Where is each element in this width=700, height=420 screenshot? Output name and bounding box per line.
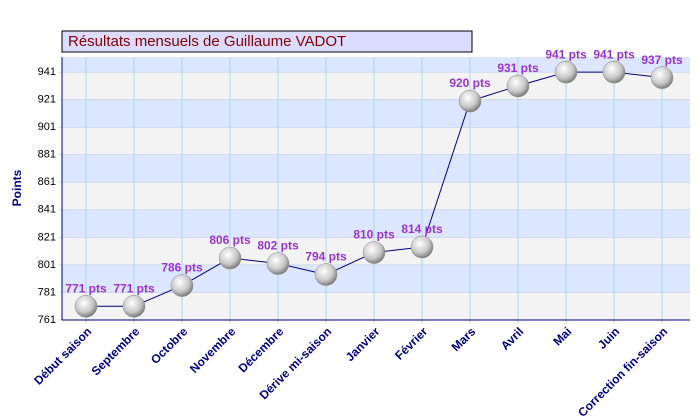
- x-tick-label: Juin: [595, 324, 622, 351]
- data-label: 771 pts: [65, 281, 107, 295]
- grid-band: [62, 292, 690, 320]
- grid-band: [62, 209, 690, 238]
- y-axis-label: Points: [10, 169, 24, 206]
- data-label: 931 pts: [497, 61, 539, 75]
- data-label: 920 pts: [449, 76, 491, 90]
- y-tick-label: 861: [38, 176, 56, 188]
- data-label: 802 pts: [257, 239, 299, 253]
- point-marker: [554, 60, 578, 84]
- point-marker: [602, 60, 626, 84]
- grid-band: [62, 154, 690, 183]
- point-marker: [74, 294, 98, 318]
- x-tick-label: Novembre: [187, 324, 239, 376]
- title-box: [61, 30, 473, 53]
- grid-band: [62, 264, 690, 293]
- data-label: 814 pts: [401, 222, 443, 236]
- grid-band: [62, 99, 690, 128]
- x-tick-label: Septembre: [89, 324, 143, 378]
- data-label: 941 pts: [593, 47, 635, 61]
- point-marker: [650, 66, 674, 89]
- x-tick-label: Décembre: [235, 324, 286, 375]
- chart-title: Résultats mensuels de Guillaume VADOT: [68, 33, 346, 50]
- point-marker: [218, 246, 242, 270]
- y-tick-label: 761: [38, 314, 56, 326]
- y-tick-label: 781: [38, 286, 56, 298]
- x-tick-label: Avril: [498, 324, 526, 352]
- x-tick-label: Début saison: [31, 324, 94, 387]
- x-tick-label: Février: [392, 324, 430, 362]
- point-marker: [362, 241, 386, 264]
- y-tick-label: 921: [38, 94, 56, 106]
- data-label: 771 pts: [113, 281, 155, 295]
- y-tick-label: 901: [38, 121, 56, 133]
- y-tick-label: 941: [38, 66, 56, 78]
- y-tick-label: 821: [38, 231, 56, 243]
- y-tick-label: 801: [38, 259, 56, 271]
- x-tick-label: Correction fin-saison: [575, 324, 670, 419]
- data-label: 810 pts: [353, 228, 395, 242]
- point-marker: [410, 235, 434, 259]
- point-marker: [458, 89, 482, 113]
- x-tick-label: Mars: [449, 324, 479, 354]
- point-marker: [122, 294, 146, 318]
- grid-band: [62, 57, 690, 73]
- x-tick-label: Octobre: [148, 324, 191, 367]
- data-label: 806 pts: [209, 233, 251, 247]
- data-label: 794 pts: [305, 250, 347, 264]
- y-tick-label: 881: [38, 149, 56, 161]
- point-marker: [314, 263, 338, 286]
- data-label: 937 pts: [641, 53, 683, 67]
- x-tick-label: Janvier: [343, 324, 383, 364]
- point-marker: [266, 252, 290, 275]
- point-marker: [506, 74, 530, 98]
- x-tick-label: Mai: [550, 324, 574, 348]
- y-tick-label: 841: [38, 204, 56, 216]
- data-label: 786 pts: [161, 261, 203, 275]
- grid-band: [62, 182, 690, 210]
- grid-band: [62, 72, 690, 100]
- grid-band: [62, 127, 690, 155]
- data-label: 941 pts: [545, 47, 587, 61]
- point-marker: [170, 274, 194, 297]
